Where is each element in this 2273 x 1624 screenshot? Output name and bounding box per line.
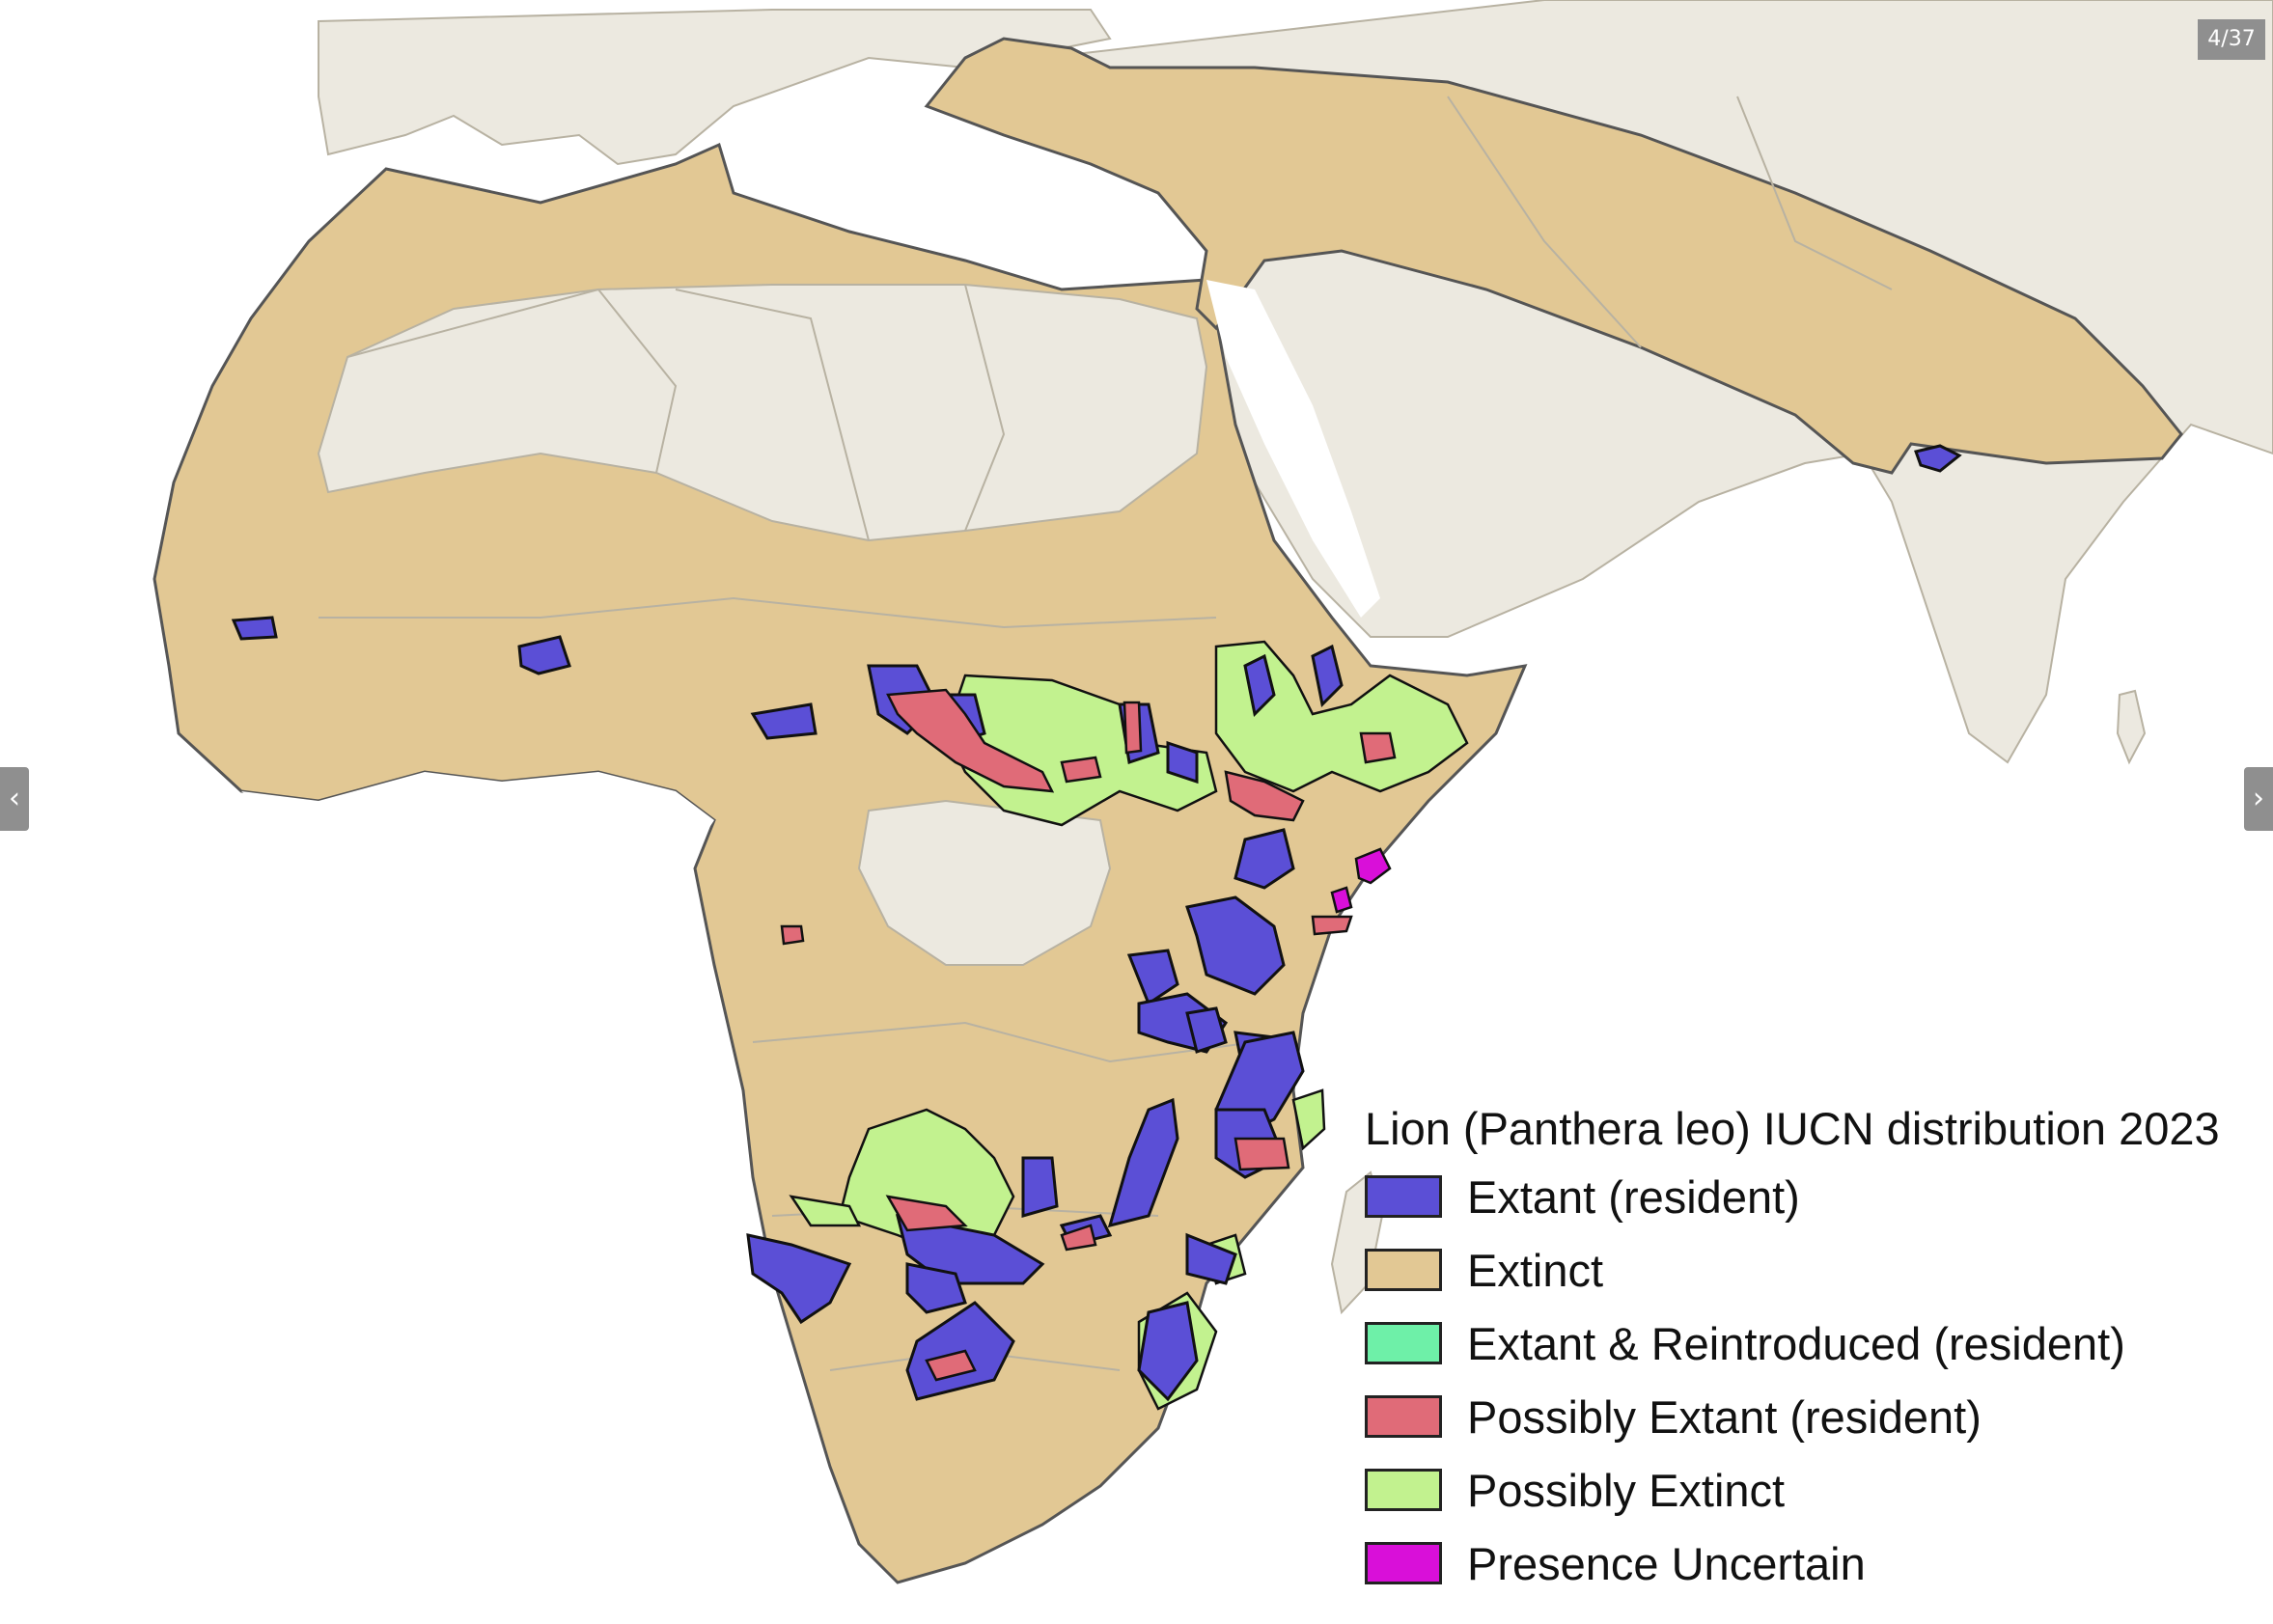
legend-swatch	[1365, 1395, 1442, 1438]
legend-swatch	[1365, 1249, 1442, 1291]
legend-title: Lion (Panthera leo) IUCN distribution 20…	[1365, 1103, 2220, 1154]
chevron-left-icon: ‹	[9, 782, 20, 815]
europe-landmass	[318, 9, 1112, 166]
legend-swatch	[1365, 1175, 1442, 1218]
legend-item-possibly-extinct: Possibly Extinct	[1365, 1453, 2262, 1527]
legend-item-possibly-extant: Possibly Extant (resident)	[1365, 1380, 2262, 1453]
congo-basin-excluded-area	[857, 799, 1112, 966]
sri-lanka	[2116, 689, 2147, 765]
legend-item-extinct: Extinct	[1365, 1233, 2262, 1307]
legend-label: Extinct	[1467, 1244, 1604, 1296]
country-borders	[319, 96, 1893, 1371]
legend-item-presence-uncertain: Presence Uncertain	[1365, 1527, 2262, 1600]
previous-slide-button[interactable]: ‹	[0, 767, 29, 831]
legend-label: Extant & Reintroduced (resident)	[1467, 1317, 2125, 1369]
red-sea	[1206, 280, 1380, 618]
next-slide-button[interactable]: ›	[2244, 767, 2273, 831]
legend-label: Extant (resident)	[1467, 1170, 1800, 1223]
gulf-of-guinea-coast	[241, 772, 714, 849]
presence-uncertain-areas	[1330, 847, 1392, 914]
legend-swatch	[1365, 1469, 1442, 1511]
legend-swatch	[1365, 1322, 1442, 1364]
legend-item-extant-resident: Extant (resident)	[1365, 1160, 2262, 1233]
legend-item-extant-reintroduced: Extant & Reintroduced (resident)	[1365, 1307, 2262, 1380]
possibly-extant-areas	[780, 688, 1397, 1382]
legend-label: Possibly Extant (resident)	[1467, 1390, 1982, 1443]
legend-label: Presence Uncertain	[1467, 1537, 1866, 1589]
legend-swatch	[1365, 1542, 1442, 1584]
map-legend: Lion (Panthera leo) IUCN distribution 20…	[1365, 1098, 2262, 1600]
legend-label: Possibly Extinct	[1467, 1464, 1786, 1516]
slide-counter: 4/37	[2198, 19, 2265, 60]
asia-extinct-range	[924, 37, 2183, 475]
chevron-right-icon: ›	[2253, 782, 2264, 815]
